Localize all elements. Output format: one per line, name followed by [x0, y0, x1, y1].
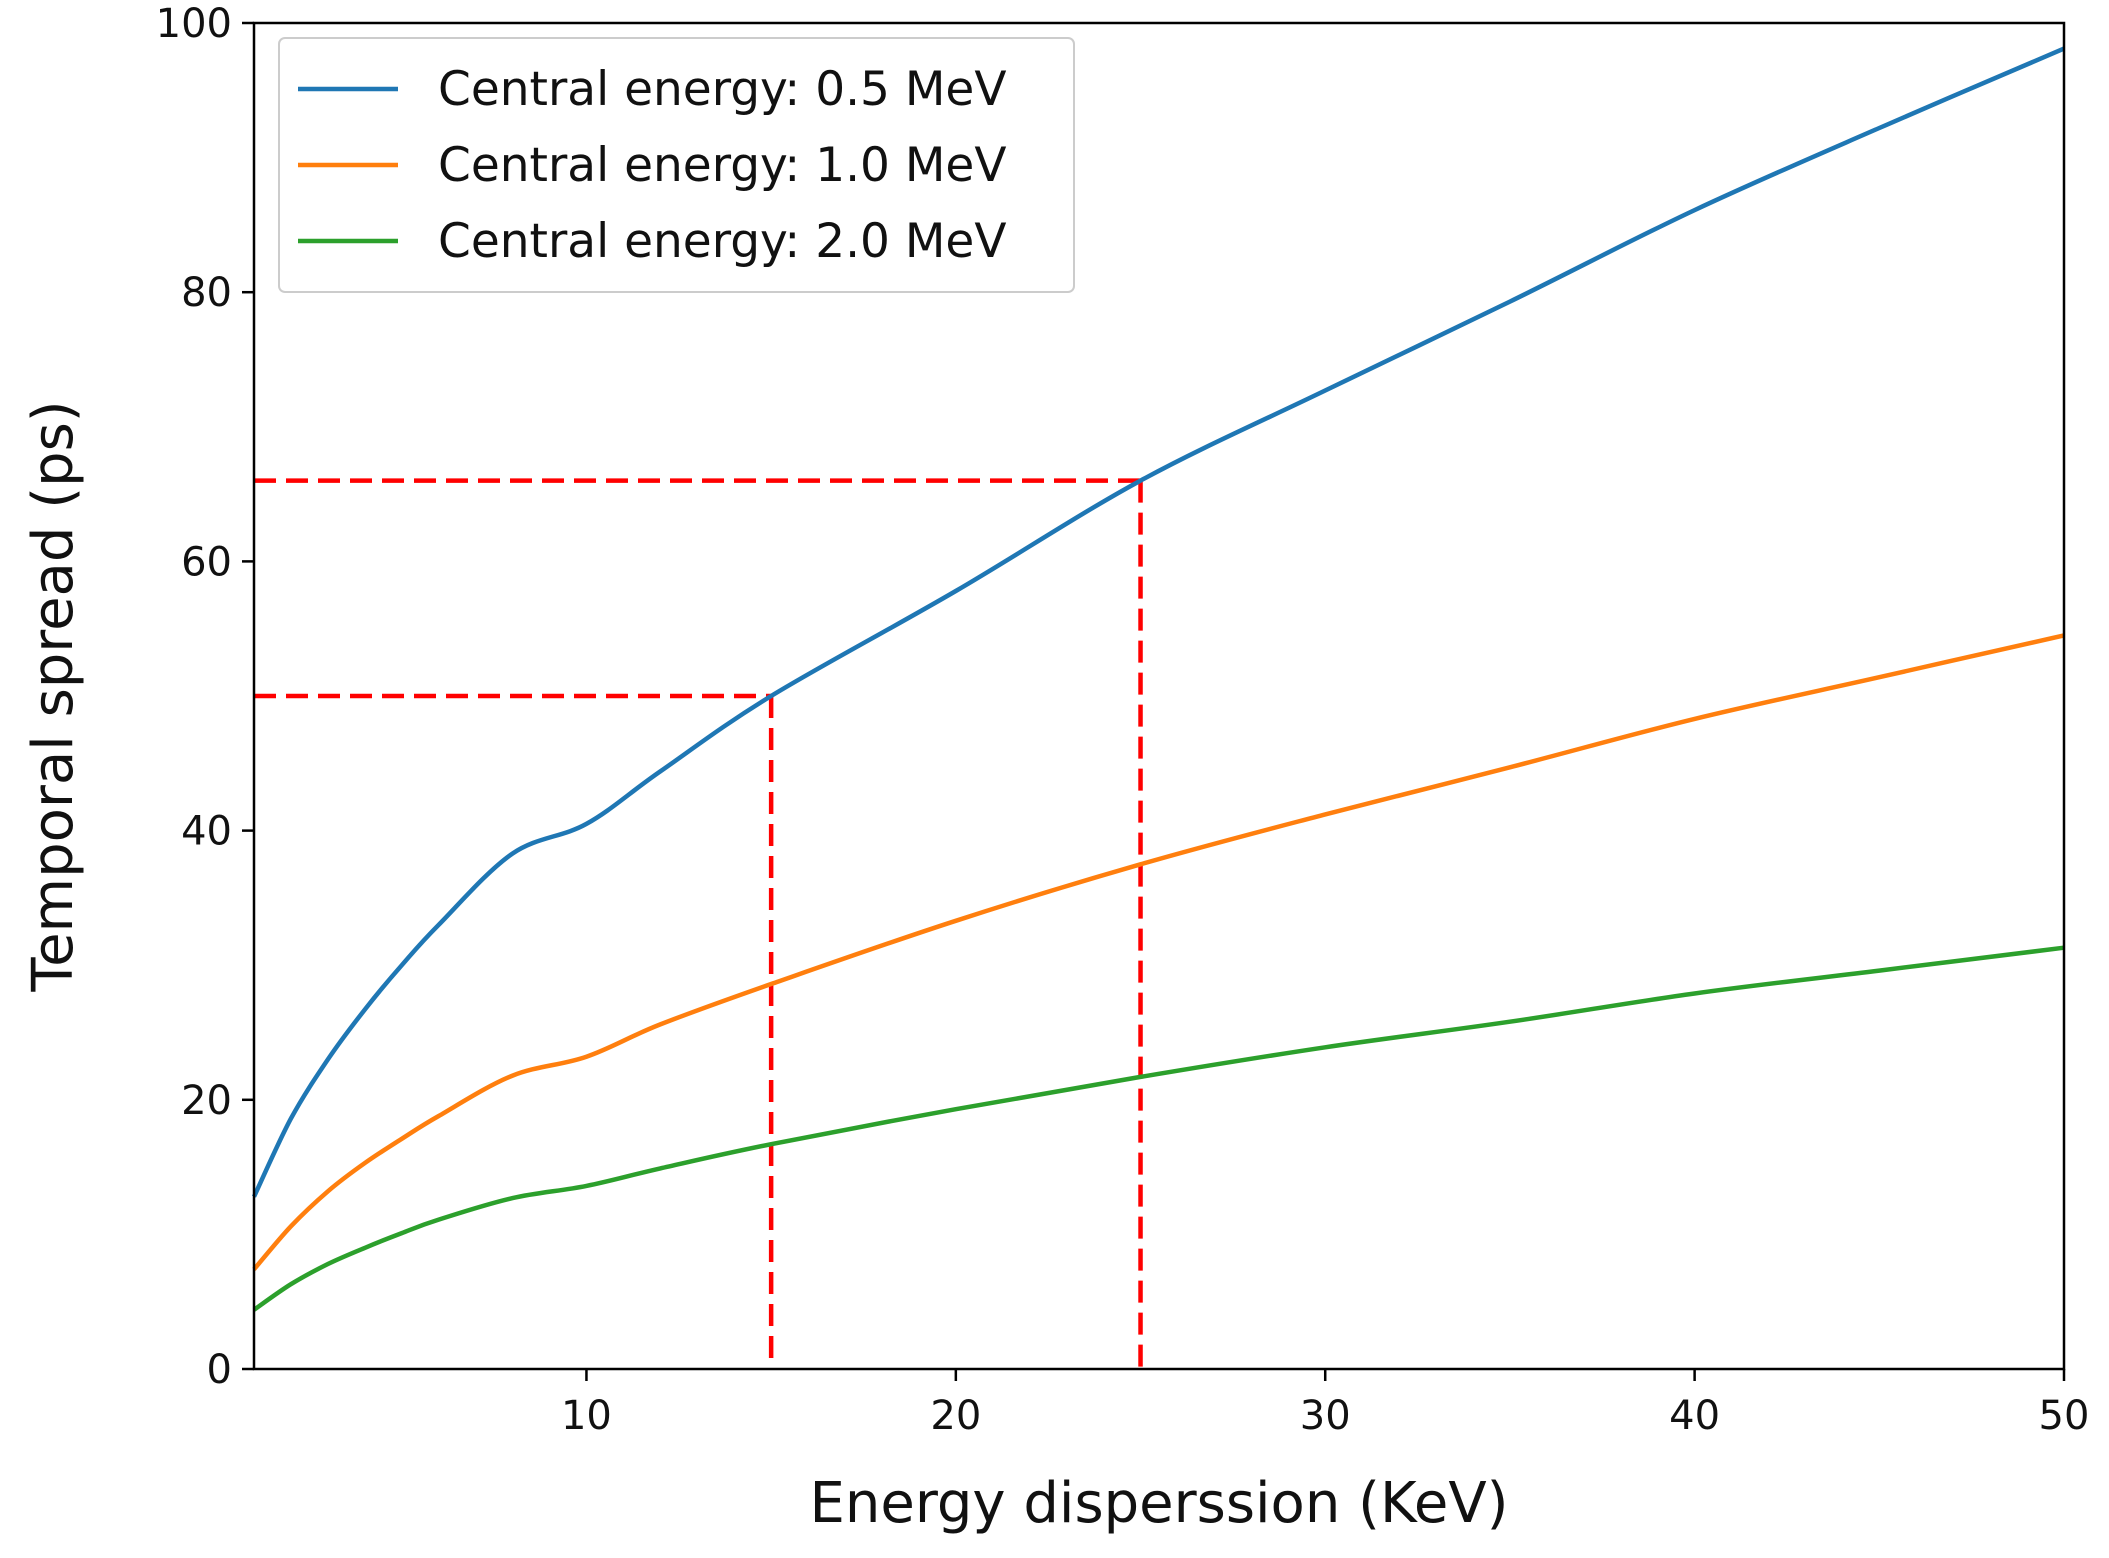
y-tick-label: 20: [181, 1078, 232, 1124]
y-axis-ticks: 0 20 40 60 80 100: [156, 1, 254, 1393]
series-line-1: [251, 46, 2065, 1198]
legend-label-3: Central energy: 2.0 MeV: [438, 214, 1007, 269]
axes-frame: [252, 21, 2066, 1371]
series-line-3: [252, 945, 2065, 1312]
y-tick-label: 100: [156, 1, 232, 47]
x-tick-label: 50: [2039, 1393, 2090, 1439]
x-axis-label: Energy disperssion (KeV): [809, 1471, 1508, 1536]
reference-lines: [254, 478, 1143, 1369]
series-line-2: [252, 633, 2065, 1271]
legend-box: [278, 37, 1075, 293]
legend-label-1: Central energy: 0.5 MeV: [438, 62, 1007, 117]
series-lines: [251, 46, 2065, 1312]
x-tick-label: 30: [1300, 1393, 1351, 1439]
x-tick-label: 20: [930, 1393, 981, 1439]
y-tick-label: 60: [181, 539, 232, 585]
x-tick-label: 40: [1669, 1393, 1720, 1439]
y-axis-label: Temporal spread (ps): [21, 400, 86, 992]
y-tick-label: 0: [207, 1347, 232, 1393]
x-tick-label: 10: [561, 1393, 612, 1439]
legend: Central energy: 0.5 MeV Central energy: 1…: [278, 37, 1075, 293]
y-tick-label: 80: [181, 270, 232, 316]
x-axis-ticks: 10 20 30 40 50: [561, 1369, 2089, 1439]
y-tick-label: 40: [181, 809, 232, 855]
legend-label-2: Central energy: 1.0 MeV: [438, 138, 1007, 193]
